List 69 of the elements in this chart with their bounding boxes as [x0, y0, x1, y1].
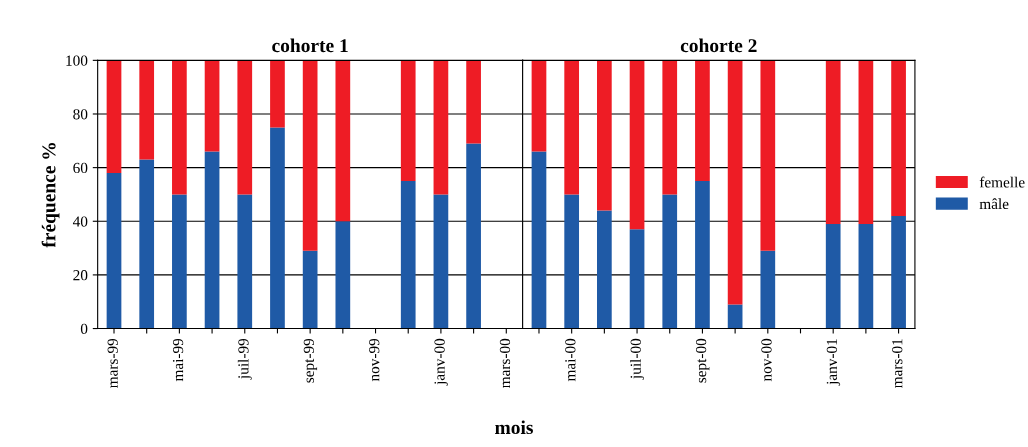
bar — [237, 194, 253, 329]
bar — [335, 60, 351, 222]
bar — [662, 194, 678, 329]
chart-title: cohorte 2 — [680, 38, 757, 53]
x-tick-label: mai-99 — [172, 338, 184, 382]
bar — [825, 223, 841, 329]
bar — [466, 60, 481, 144]
bar — [629, 229, 645, 329]
bar — [727, 304, 743, 329]
bar — [531, 60, 547, 152]
bar — [466, 143, 481, 329]
bar — [433, 60, 449, 195]
bar — [825, 60, 841, 224]
y-tick-label: 20 — [73, 270, 88, 281]
x-tick-label: juil-00 — [630, 338, 644, 380]
bar — [302, 60, 318, 251]
y-axis-title: fréquence % — [41, 143, 60, 248]
bar — [597, 210, 612, 329]
bar — [172, 60, 187, 195]
y-tick-label: 0 — [80, 323, 88, 334]
x-tick-label: sept-00 — [695, 338, 710, 383]
bar — [891, 60, 906, 216]
bar — [858, 223, 874, 329]
x-tick-label: mai-00 — [565, 338, 576, 382]
bar — [139, 60, 155, 160]
bar — [400, 60, 416, 182]
bar — [106, 60, 122, 173]
x-tick-label: nov-00 — [761, 338, 772, 382]
bar — [891, 215, 906, 329]
x-tick-label: janv-00 — [434, 338, 448, 386]
y-tick-label: 80 — [73, 109, 88, 120]
bar — [335, 221, 351, 329]
x-tick-label: sept-99 — [303, 338, 318, 383]
bar — [172, 194, 187, 329]
bar — [760, 250, 776, 329]
x-tick-label: mars-00 — [499, 338, 511, 389]
bar — [270, 60, 285, 128]
bar — [695, 60, 710, 182]
x-axis-title: mois — [495, 420, 533, 435]
bar — [204, 151, 220, 329]
legend-label: mâle — [979, 198, 1009, 210]
bar — [302, 250, 318, 329]
bar — [237, 60, 253, 195]
bar — [564, 194, 580, 329]
bar — [760, 60, 776, 251]
bar — [629, 60, 645, 230]
bar — [597, 60, 612, 211]
bar — [727, 60, 743, 305]
chart-title: cohorte 1 — [272, 38, 348, 53]
bar — [662, 60, 678, 195]
bar — [106, 172, 122, 329]
bar — [531, 151, 547, 329]
y-tick-label: 40 — [72, 216, 88, 227]
bar — [139, 159, 155, 329]
bar — [433, 194, 449, 329]
bar — [204, 60, 220, 152]
bar — [858, 60, 874, 224]
y-tick-label: 100 — [66, 55, 88, 66]
legend-label: femelle — [979, 176, 1025, 188]
x-tick-label: mars-99 — [107, 338, 118, 389]
bar — [695, 181, 710, 329]
bar — [270, 127, 285, 329]
x-tick-label: janv-01 — [826, 339, 841, 386]
bar — [564, 60, 580, 195]
bar — [400, 181, 416, 329]
x-tick-label: juil-99 — [237, 338, 252, 380]
x-tick-label: mars-01 — [892, 339, 903, 389]
x-tick-label: nov-99 — [369, 338, 380, 382]
y-tick-label: 60 — [73, 162, 88, 174]
